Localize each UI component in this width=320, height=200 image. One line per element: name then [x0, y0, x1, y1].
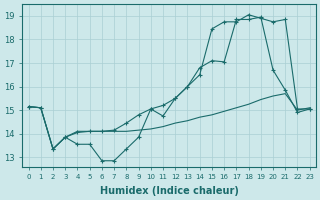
X-axis label: Humidex (Indice chaleur): Humidex (Indice chaleur)	[100, 186, 239, 196]
